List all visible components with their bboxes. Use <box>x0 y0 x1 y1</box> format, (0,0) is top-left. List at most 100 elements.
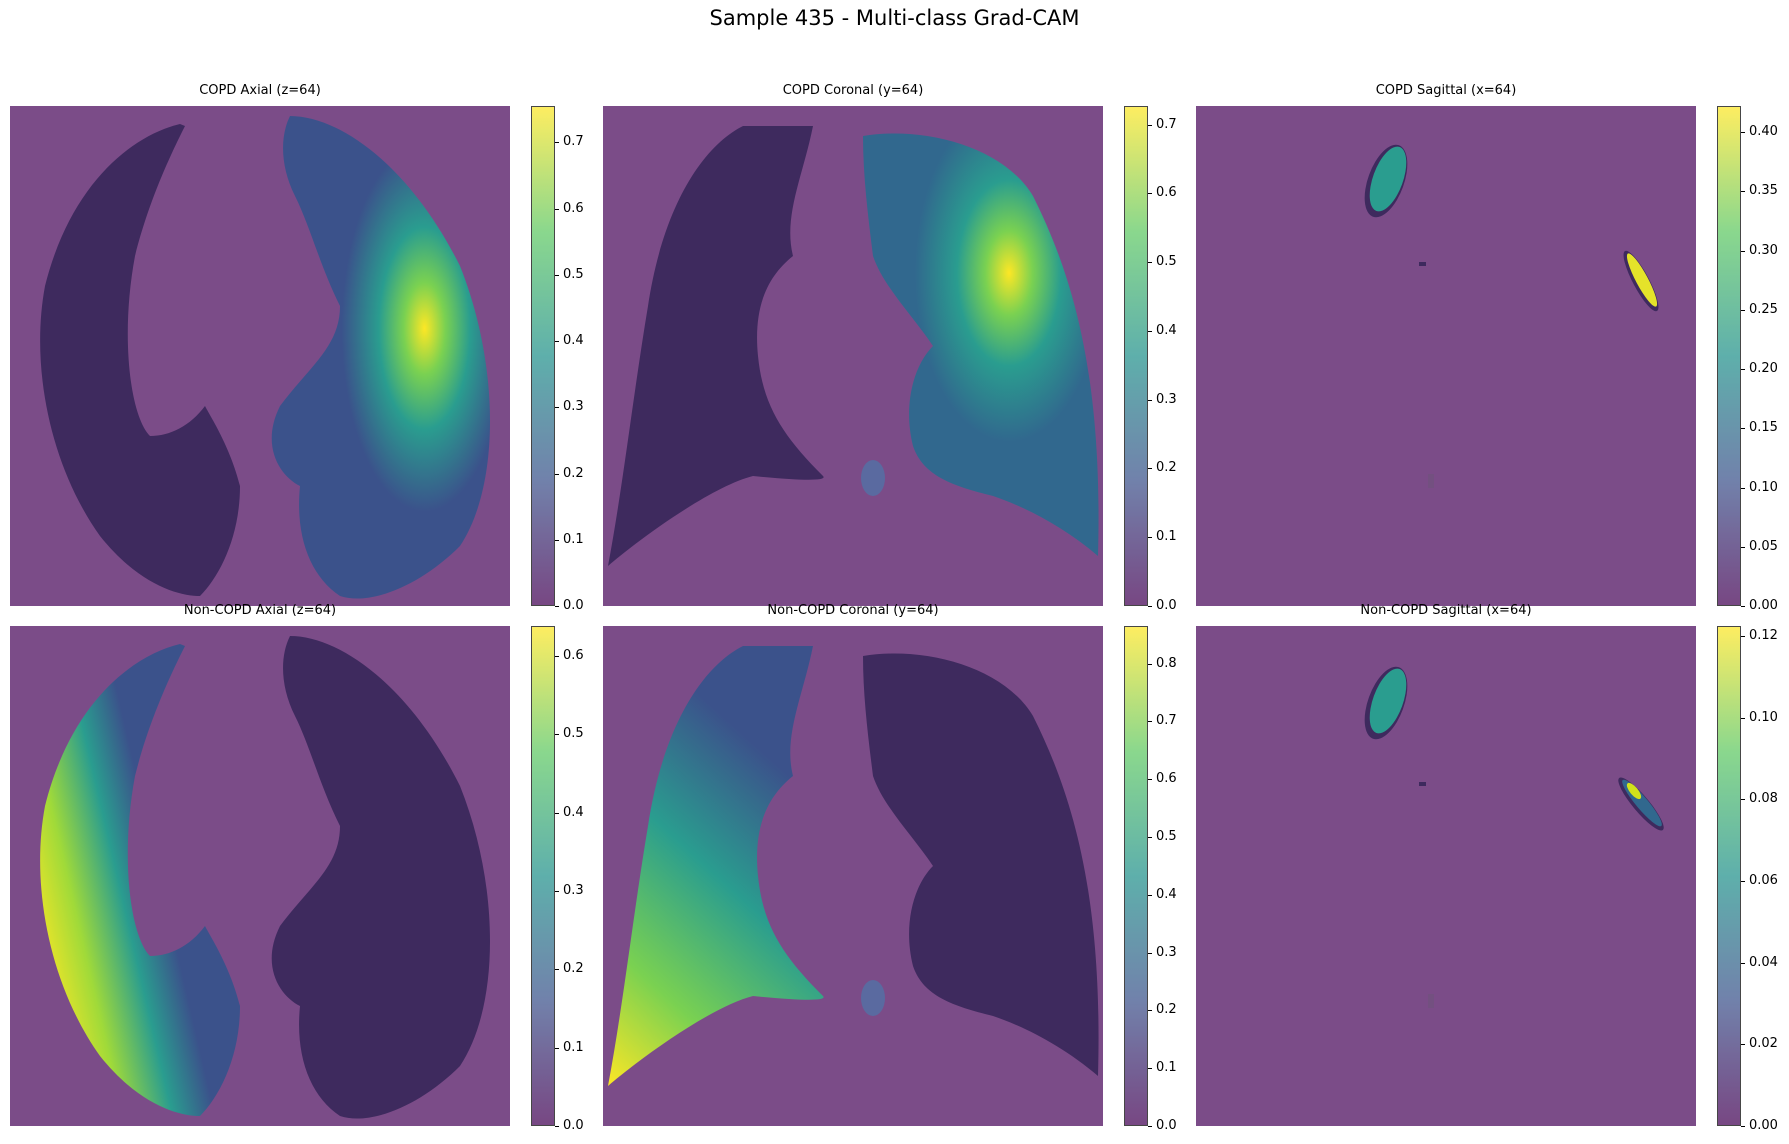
colorbar-tick-label: 0.15 <box>1749 420 1778 436</box>
colorbar-tick-label: 0.7 <box>1156 713 1177 729</box>
colorbar-tick-mark <box>555 655 559 657</box>
colorbar-tick-mark <box>1741 1044 1745 1046</box>
colorbar-tick-mark <box>555 142 559 144</box>
colorbar-tick-label: 0.5 <box>1156 828 1177 844</box>
colorbar-tick-label: 0.1 <box>1156 1060 1177 1076</box>
colorbar-noncopd-coronal: 0.0 0.1 0.2 0.3 0.4 0.5 0.6 0.7 0.8 <box>1124 626 1184 1133</box>
colorbar-tick-label: 0.10 <box>1749 709 1778 725</box>
colorbar-tick-label: 0.7 <box>563 134 584 150</box>
colorbar-tick-label: 0.0 <box>563 598 584 613</box>
colorbar-tick-mark <box>1148 330 1152 332</box>
colorbar-tick-label: 0.3 <box>563 882 584 898</box>
colorbar-tick-mark <box>1148 836 1152 838</box>
heatmap-image <box>603 626 1103 1126</box>
colorbar-copd-coronal: 0.0 0.1 0.2 0.3 0.4 0.5 0.6 0.7 <box>1124 106 1184 613</box>
heatmap-image <box>1196 626 1696 1126</box>
colorbar-tick-mark <box>1148 193 1152 195</box>
colorbar-tick-label: 0.1 <box>563 531 584 547</box>
colorbar-copd-axial: 0.0 0.1 0.2 0.3 0.4 0.5 0.6 0.7 <box>531 106 591 613</box>
colorbar-tick-label: 0.04 <box>1749 954 1778 970</box>
colorbar-tick-label: 0.0 <box>1156 1118 1177 1133</box>
colorbar-tick-label: 0.5 <box>1156 254 1177 270</box>
colorbar-tick-mark <box>555 473 559 475</box>
colorbar-tick-label: 0.1 <box>1156 529 1177 545</box>
colorbar-gradient <box>1124 626 1148 1126</box>
colorbar-tick-mark <box>1148 124 1152 126</box>
colorbar-tick-label: 0.4 <box>563 804 584 820</box>
colorbar-tick-label: 0.4 <box>1156 886 1177 902</box>
heatmap-image <box>603 106 1103 606</box>
panel-copd-axial: COPD Axial (z=64) <box>10 83 510 606</box>
colorbar-tick-label: 0.10 <box>1749 479 1778 495</box>
colorbar-tick-mark <box>1148 1010 1152 1012</box>
colorbar-tick-label: 0.08 <box>1749 791 1778 807</box>
colorbar-tick-mark <box>1148 952 1152 954</box>
colorbar-tick-mark <box>1741 636 1745 638</box>
colorbar-tick-label: 0.00 <box>1749 1118 1778 1133</box>
colorbar-tick-label: 0.2 <box>563 961 584 977</box>
colorbar-tick-mark <box>555 969 559 971</box>
colorbar-tick-label: 0.0 <box>1156 598 1177 613</box>
colorbar-tick-mark <box>1148 779 1152 781</box>
colorbar-tick-label: 0.8 <box>1156 655 1177 671</box>
colorbar-gradient <box>531 106 555 606</box>
colorbar-tick-mark <box>1741 606 1745 607</box>
colorbar-tick-mark <box>1741 546 1745 548</box>
colorbar-tick-mark <box>555 890 559 892</box>
panel-title: Non-COPD Axial (z=64) <box>183 603 337 618</box>
colorbar-tick-mark <box>1741 1126 1745 1127</box>
colorbar-tick-mark <box>1741 487 1745 489</box>
colorbar-tick-label: 0.1 <box>563 1039 584 1055</box>
colorbar-tick-label: 0.6 <box>1156 185 1177 201</box>
colorbar-tick-label: 0.05 <box>1749 538 1778 554</box>
panel-title: COPD Axial (z=64) <box>199 83 321 98</box>
colorbar-tick-mark <box>1148 262 1152 264</box>
panel-copd-coronal: COPD Coronal (y=64) <box>603 83 1103 606</box>
colorbar-tick-mark <box>1148 468 1152 470</box>
colorbar-tick-mark <box>1741 132 1745 134</box>
panel-title: COPD Coronal (y=64) <box>782 83 924 98</box>
colorbar-tick-label: 0.35 <box>1749 183 1778 199</box>
colorbar-tick-label: 0.2 <box>1156 460 1177 476</box>
panel-noncopd-sagittal: Non-COPD Sagittal (x=64) <box>1196 603 1696 1126</box>
colorbar-tick-mark <box>555 208 559 210</box>
panel-title: COPD Sagittal (x=64) <box>1375 83 1517 98</box>
colorbar-tick-mark <box>555 812 559 814</box>
colorbar-tick-mark <box>1741 191 1745 193</box>
colorbar-tick-label: 0.3 <box>563 399 584 415</box>
colorbar-tick-label: 0.06 <box>1749 873 1778 889</box>
colorbar-tick-label: 0.4 <box>563 333 584 349</box>
colorbar-gradient <box>1717 106 1741 606</box>
colorbar-tick-label: 0.4 <box>1156 322 1177 338</box>
colorbar-tick-mark <box>555 274 559 276</box>
colorbar-tick-mark <box>1741 250 1745 252</box>
colorbar-tick-mark <box>1148 537 1152 539</box>
colorbar-gradient <box>531 626 555 1126</box>
panel-noncopd-axial: Non-COPD Axial (z=64) <box>10 603 510 1126</box>
colorbar-gradient <box>1717 626 1741 1126</box>
heatmap-image <box>1196 106 1696 606</box>
colorbar-tick-mark <box>555 539 559 541</box>
colorbar-tick-mark <box>1741 881 1745 883</box>
colorbar-tick-label: 0.2 <box>1156 1002 1177 1018</box>
heatmap-image <box>10 626 510 1126</box>
colorbar-tick-label: 0.00 <box>1749 598 1778 613</box>
colorbar-tick-label: 0.25 <box>1749 301 1778 317</box>
figure-title: Sample 435 - Multi-class Grad-CAM <box>709 6 1080 30</box>
heatmap-image <box>10 106 510 606</box>
colorbar-tick-mark <box>1741 962 1745 964</box>
colorbar-tick-mark <box>1741 309 1745 311</box>
colorbar-tick-label: 0.02 <box>1749 1036 1778 1052</box>
colorbar-tick-label: 0.6 <box>563 200 584 216</box>
colorbar-tick-mark <box>1148 606 1152 607</box>
colorbar-tick-label: 0.30 <box>1749 242 1778 258</box>
colorbar-tick-mark <box>1148 894 1152 896</box>
colorbar-tick-mark <box>555 734 559 736</box>
colorbar-tick-label: 0.40 <box>1749 124 1778 140</box>
colorbar-tick-mark <box>555 341 559 343</box>
colorbar-tick-mark <box>555 1047 559 1049</box>
colorbar-tick-label: 0.5 <box>563 726 584 742</box>
colorbar-tick-label: 0.3 <box>1156 944 1177 960</box>
colorbar-gradient <box>1124 106 1148 606</box>
panel-title: Non-COPD Sagittal (x=64) <box>1360 603 1532 618</box>
